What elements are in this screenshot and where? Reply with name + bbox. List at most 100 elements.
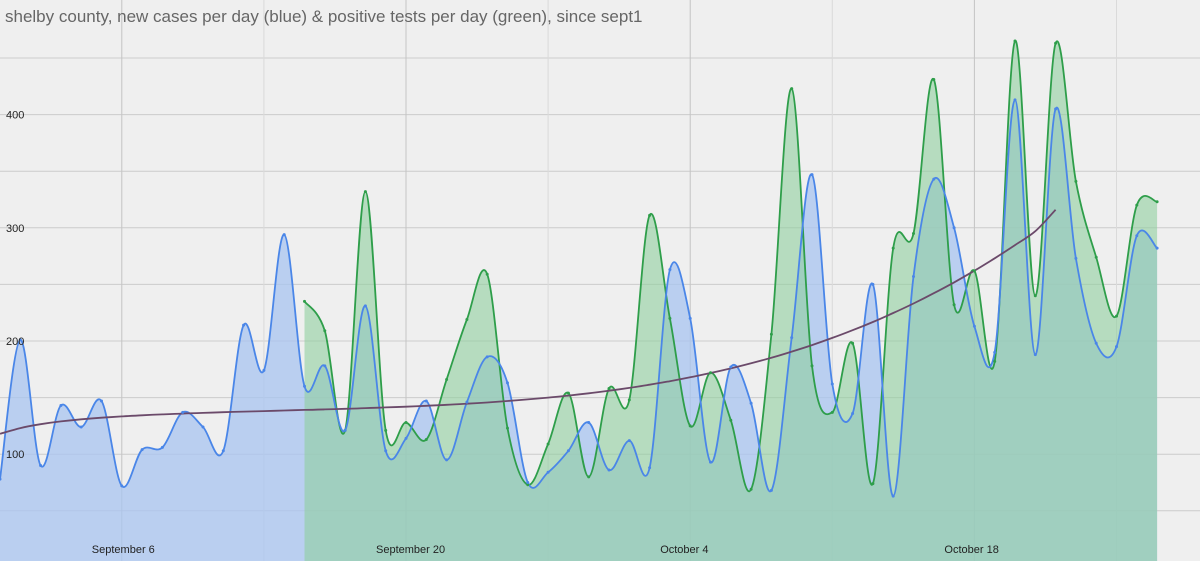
data-point-blue (668, 268, 672, 272)
data-point-blue (972, 324, 976, 328)
data-point-blue (851, 411, 855, 415)
data-point-blue (1074, 256, 1078, 260)
data-point-green (566, 391, 570, 395)
data-point-green (404, 421, 408, 425)
x-tick-label: September 20 (376, 544, 445, 556)
data-point-blue (648, 466, 652, 470)
data-point-green (587, 475, 591, 479)
data-point-blue (587, 421, 591, 425)
data-point-blue (242, 323, 246, 327)
data-point-blue (363, 304, 367, 308)
data-point-green (709, 371, 712, 375)
data-point-blue (445, 458, 449, 462)
data-point-blue (688, 316, 692, 320)
data-point-blue (891, 494, 895, 498)
data-point-blue (262, 368, 266, 372)
data-point-blue (769, 488, 773, 492)
data-point-green (1135, 203, 1139, 207)
data-point-blue (323, 364, 327, 368)
data-point-blue (709, 460, 712, 464)
data-point-blue (749, 401, 753, 405)
area-fills (0, 40, 1158, 561)
data-point-blue (282, 233, 286, 237)
data-point-blue (566, 449, 570, 453)
data-point-green (526, 483, 530, 487)
series-line-blue (0, 98, 1158, 498)
data-point-green (810, 364, 814, 368)
series-lines (0, 39, 1159, 498)
area-fill-green (304, 40, 1158, 561)
data-point-blue (59, 404, 63, 408)
data-point-blue (790, 336, 794, 340)
data-point-blue (830, 382, 834, 386)
data-point-blue (485, 355, 489, 359)
data-point-green (912, 231, 915, 235)
data-point-green (871, 482, 875, 486)
data-point-blue (18, 338, 22, 342)
data-point-green (972, 269, 976, 273)
data-point-green (891, 246, 895, 250)
x-tick-label: October 18 (944, 544, 998, 556)
data-point-blue (79, 425, 83, 429)
data-point-blue (181, 410, 185, 414)
data-point-blue (607, 468, 611, 472)
data-point-green (668, 316, 672, 320)
data-point-blue (810, 173, 814, 177)
data-point-green (506, 426, 509, 430)
data-point-blue (506, 381, 509, 385)
data-point-blue (1054, 107, 1058, 111)
tick-labels: 100 200 300 400 September 6 September 20 Octob… (6, 110, 999, 556)
data-point-green (384, 428, 388, 432)
data-point-green (1013, 39, 1017, 43)
data-point-blue (120, 484, 124, 488)
x-tick-label: October 4 (660, 544, 708, 556)
chart-title: shelby county, new cases per day (blue) … (5, 7, 643, 26)
data-point-blue (546, 470, 550, 474)
data-point-blue (160, 445, 164, 449)
data-point-blue (1135, 234, 1139, 238)
y-tick-label: 100 (6, 449, 24, 461)
data-point-green (323, 329, 327, 333)
data-point-green (485, 272, 489, 276)
data-point-green (424, 437, 428, 441)
data-point-green (303, 299, 306, 303)
data-point-blue (1115, 345, 1118, 349)
data-point-blue (729, 365, 733, 369)
data-point-blue (627, 439, 631, 443)
data-point-blue (952, 226, 956, 230)
data-point-green (688, 424, 692, 428)
data-point-green (729, 418, 733, 422)
y-tick-label: 400 (6, 110, 24, 122)
data-point-blue (303, 384, 306, 388)
data-point-green (1115, 314, 1118, 318)
data-point-green (648, 213, 652, 217)
x-tick-label: September 6 (92, 544, 155, 556)
data-point-green (749, 487, 753, 491)
data-point-blue (0, 477, 2, 481)
data-point-green (445, 377, 449, 381)
data-point-green (627, 398, 631, 402)
data-point-green (790, 87, 794, 91)
data-point-blue (993, 350, 997, 354)
data-point-blue (221, 449, 225, 453)
data-point-blue (384, 449, 388, 453)
data-point-blue (39, 464, 43, 468)
data-point-green (769, 332, 773, 336)
data-point-green (1074, 179, 1078, 183)
data-point-green (546, 442, 550, 446)
y-tick-label: 300 (6, 223, 24, 235)
data-point-blue (343, 428, 347, 432)
data-point-blue (871, 282, 875, 286)
data-point-green (952, 303, 956, 307)
data-point-blue (1094, 341, 1098, 345)
data-point-green (607, 387, 611, 391)
data-point-blue (1155, 246, 1159, 250)
area-fill-blue (0, 99, 1158, 561)
data-point-blue (1033, 353, 1037, 357)
data-point-blue (932, 177, 936, 181)
trendline (0, 209, 1057, 435)
data-point-blue (912, 274, 915, 278)
data-point-green (1094, 255, 1098, 259)
data-point-blue (1013, 98, 1017, 102)
data-point-green (993, 359, 997, 363)
